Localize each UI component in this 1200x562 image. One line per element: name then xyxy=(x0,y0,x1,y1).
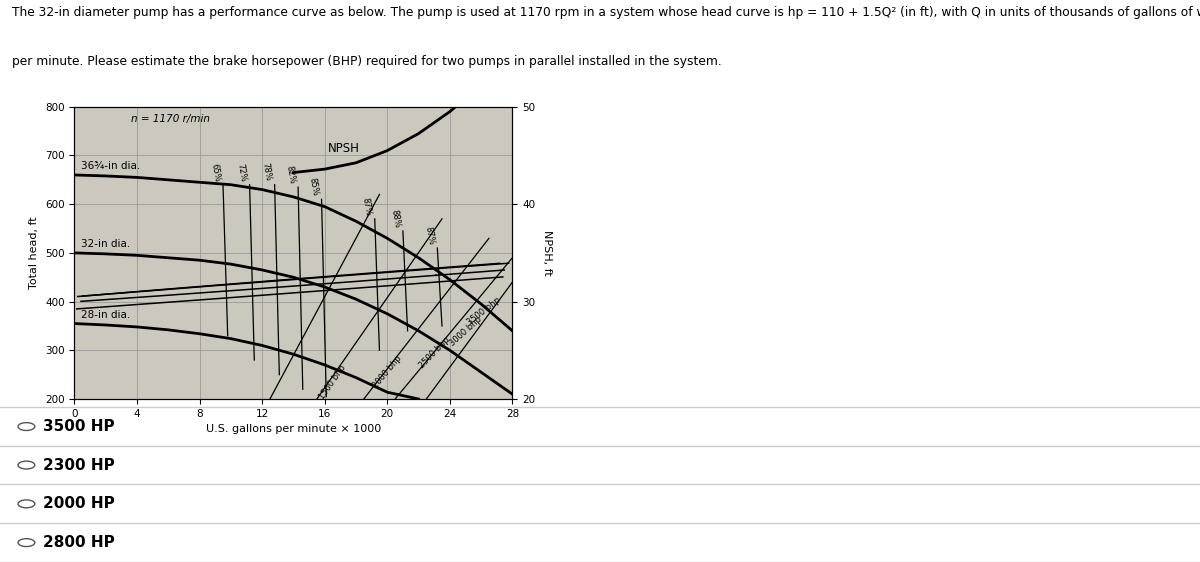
Text: per minute. Please estimate the brake horsepower (BHP) required for two pumps in: per minute. Please estimate the brake ho… xyxy=(12,55,721,68)
X-axis label: U.S. gallons per minute × 1000: U.S. gallons per minute × 1000 xyxy=(205,424,382,434)
Text: 65%: 65% xyxy=(209,162,221,182)
Text: 2000 HP: 2000 HP xyxy=(43,496,115,511)
Text: 2500 bhp: 2500 bhp xyxy=(418,336,451,370)
Text: 2300 HP: 2300 HP xyxy=(43,457,115,473)
Text: 2000 bhp: 2000 bhp xyxy=(371,354,403,391)
Text: 82%: 82% xyxy=(284,165,296,185)
Text: 78%: 78% xyxy=(260,162,272,182)
Text: 87%: 87% xyxy=(424,225,436,246)
Text: NPSH: NPSH xyxy=(328,143,360,156)
Text: 87%: 87% xyxy=(361,196,373,216)
Text: 88%: 88% xyxy=(389,209,401,229)
Text: 1500 bhp: 1500 bhp xyxy=(318,363,348,401)
Text: 72%: 72% xyxy=(235,162,248,182)
Text: The 32-in diameter pump has a performance curve as below. The pump is used at 11: The 32-in diameter pump has a performanc… xyxy=(12,6,1200,19)
Text: 3500 bhp: 3500 bhp xyxy=(466,296,503,327)
Y-axis label: Total head, ft: Total head, ft xyxy=(30,216,40,289)
Text: 3500 HP: 3500 HP xyxy=(43,419,115,434)
Text: 3000 bhp: 3000 bhp xyxy=(448,314,484,347)
Text: n = 1170 r/min: n = 1170 r/min xyxy=(131,114,210,124)
Text: 2800 HP: 2800 HP xyxy=(43,535,115,550)
Text: 32-in dia.: 32-in dia. xyxy=(80,239,130,249)
Text: 28-in dia.: 28-in dia. xyxy=(80,310,130,320)
Y-axis label: NPSH, ft: NPSH, ft xyxy=(542,230,552,276)
Text: 85%: 85% xyxy=(307,177,319,197)
Text: 36¾-in dia.: 36¾-in dia. xyxy=(80,161,140,171)
